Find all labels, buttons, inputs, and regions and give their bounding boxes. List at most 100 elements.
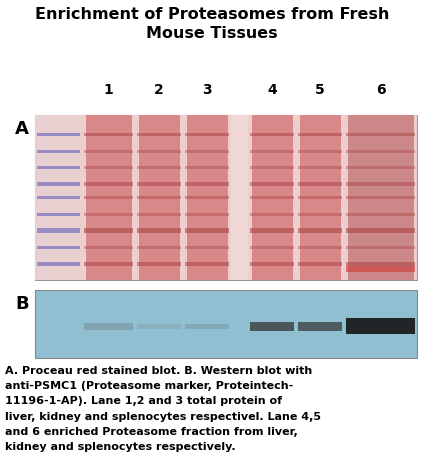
Bar xyxy=(185,166,229,169)
Text: B: B xyxy=(15,295,29,313)
Bar xyxy=(37,196,80,199)
Text: 4: 4 xyxy=(267,83,277,97)
Bar xyxy=(228,115,231,280)
Bar xyxy=(414,115,417,280)
Bar xyxy=(231,115,248,280)
Bar xyxy=(341,115,344,280)
Bar xyxy=(346,182,415,186)
Bar xyxy=(137,262,181,266)
Bar xyxy=(250,212,294,216)
Bar xyxy=(137,166,181,169)
Text: A. Proceau red stained blot. B. Western blot with
anti-PSMC1 (Proteasome marker,: A. Proceau red stained blot. B. Western … xyxy=(5,366,321,452)
Bar xyxy=(37,228,80,233)
Bar xyxy=(346,266,415,272)
Bar xyxy=(298,246,342,248)
Bar xyxy=(346,150,415,153)
Bar xyxy=(298,150,342,153)
Bar xyxy=(84,150,133,153)
Text: A: A xyxy=(15,120,29,138)
Bar xyxy=(298,323,342,332)
Bar xyxy=(180,115,183,280)
Bar xyxy=(298,228,342,233)
Bar xyxy=(185,150,229,153)
Bar xyxy=(248,115,252,280)
Bar xyxy=(250,323,294,332)
Bar xyxy=(84,182,133,186)
Bar xyxy=(37,182,80,186)
Bar xyxy=(298,262,342,266)
Text: 5: 5 xyxy=(315,83,325,97)
Bar xyxy=(137,212,181,216)
Bar xyxy=(35,290,417,358)
Bar xyxy=(344,115,348,280)
Bar xyxy=(344,115,417,280)
Bar xyxy=(135,115,139,280)
Bar xyxy=(84,323,133,331)
Bar xyxy=(185,133,229,136)
Bar xyxy=(293,115,296,280)
Bar xyxy=(298,182,342,186)
Bar xyxy=(135,115,183,280)
Bar xyxy=(250,228,294,233)
Bar xyxy=(185,246,229,248)
Bar xyxy=(35,115,417,280)
Bar xyxy=(346,262,415,266)
Bar xyxy=(84,228,133,233)
Bar xyxy=(84,262,133,266)
Bar xyxy=(250,196,294,199)
Bar xyxy=(346,196,415,199)
Bar xyxy=(82,115,135,280)
Bar xyxy=(37,212,80,216)
Bar xyxy=(137,133,181,136)
Bar xyxy=(250,262,294,266)
Bar xyxy=(346,166,415,169)
Bar xyxy=(346,228,415,233)
Bar xyxy=(250,166,294,169)
Bar xyxy=(37,262,80,266)
Bar xyxy=(137,324,181,329)
Bar xyxy=(185,324,229,329)
Text: 3: 3 xyxy=(202,83,212,97)
Text: 2: 2 xyxy=(154,83,164,97)
Bar xyxy=(84,166,133,169)
Bar xyxy=(346,318,415,334)
Bar xyxy=(185,262,229,266)
Text: 1: 1 xyxy=(104,83,113,97)
Bar xyxy=(185,196,229,199)
Bar xyxy=(298,212,342,216)
Bar xyxy=(84,196,133,199)
Bar xyxy=(250,182,294,186)
Bar xyxy=(296,115,300,280)
Bar xyxy=(183,115,231,280)
Bar xyxy=(250,246,294,248)
Bar xyxy=(346,246,415,248)
Bar xyxy=(37,246,80,248)
Bar xyxy=(137,196,181,199)
Bar xyxy=(37,133,80,136)
Bar xyxy=(183,115,187,280)
Bar xyxy=(185,228,229,233)
Bar xyxy=(296,115,344,280)
Bar xyxy=(37,166,80,169)
Bar xyxy=(84,133,133,136)
Bar xyxy=(248,115,296,280)
Bar xyxy=(137,150,181,153)
Bar xyxy=(84,246,133,248)
Bar xyxy=(37,150,80,153)
Bar xyxy=(346,212,415,216)
Bar xyxy=(250,150,294,153)
Bar xyxy=(185,182,229,186)
Bar xyxy=(82,115,86,280)
Bar xyxy=(298,166,342,169)
Bar xyxy=(137,246,181,248)
Text: 6: 6 xyxy=(376,83,385,97)
Bar xyxy=(298,196,342,199)
Bar xyxy=(132,115,135,280)
Bar xyxy=(137,228,181,233)
Bar xyxy=(35,115,82,280)
Bar xyxy=(185,212,229,216)
Text: Enrichment of Proteasomes from Fresh
Mouse Tissues: Enrichment of Proteasomes from Fresh Mou… xyxy=(35,7,389,40)
Bar xyxy=(250,133,294,136)
Bar xyxy=(346,133,415,136)
Bar xyxy=(84,212,133,216)
